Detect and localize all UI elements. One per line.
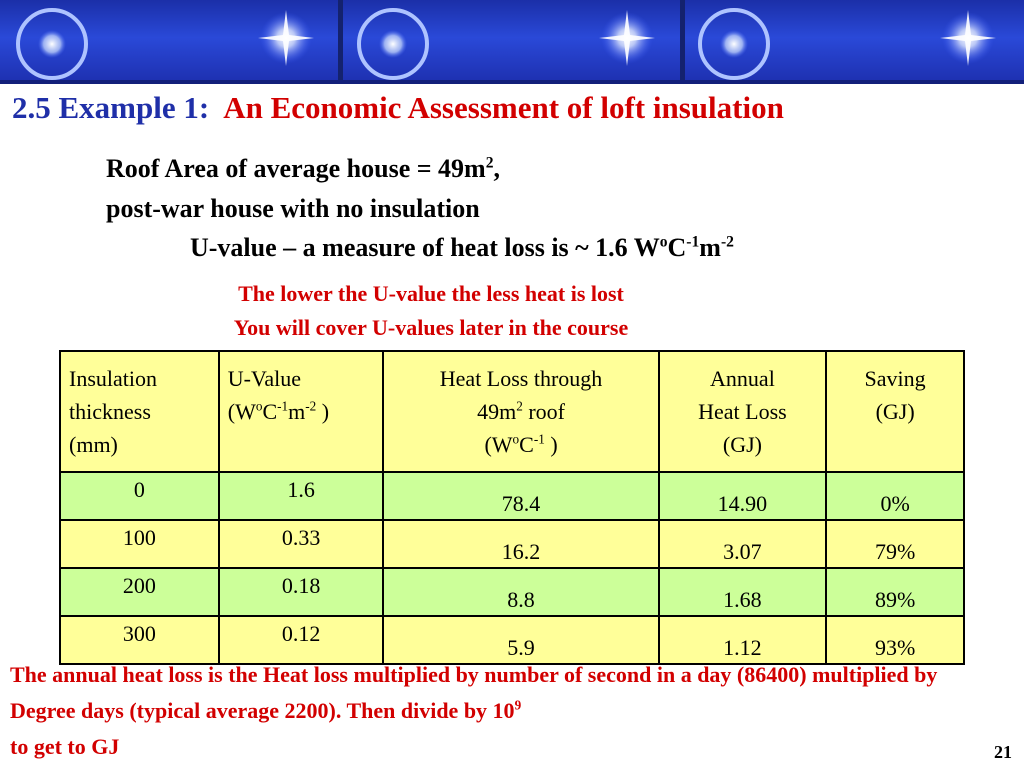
star-flare-icon	[258, 10, 314, 66]
header-text: (GJ)	[722, 432, 762, 457]
header-sup: -1	[277, 398, 289, 414]
roof-area-end: ,	[493, 154, 501, 183]
cell-heat-loss: 5.9	[382, 615, 660, 665]
star-flare-icon	[940, 10, 996, 66]
ring-orb-icon	[698, 8, 770, 80]
header-text: (mm)	[69, 432, 118, 457]
footer-explanation: The annual heat loss is the Heat loss mu…	[10, 657, 1000, 765]
header-banner	[0, 0, 1024, 84]
header-sup: o	[512, 431, 520, 447]
header-text: roof	[522, 399, 565, 424]
header-sup: -1	[533, 431, 545, 447]
header-text: Annual	[710, 366, 775, 391]
u-value-m: m	[699, 233, 721, 262]
header-heat-loss: Heat Loss through 49m2 roof (WoC-1 )	[382, 350, 660, 473]
header-text: m	[288, 399, 306, 424]
header-text: C	[519, 432, 534, 457]
cell-thickness: 100	[59, 519, 220, 569]
table-row: 300 0.12 5.9 1.12 93%	[59, 615, 965, 665]
cell-saving: 79%	[825, 519, 965, 569]
ring-orb-icon	[16, 8, 88, 80]
note-lower-u-value: The lower the U-value the less heat is l…	[238, 281, 624, 306]
cell-annual: 14.90	[657, 471, 828, 521]
note-cover-later: You will cover U-values later in the cou…	[233, 315, 629, 340]
header-u-value: U-Value (WoC-1m-2 )	[217, 350, 385, 473]
u-value-c: C	[667, 233, 687, 262]
header-sup: -2	[305, 398, 317, 414]
cell-u-value: 0.18	[217, 567, 385, 617]
cell-heat-loss: 16.2	[382, 519, 660, 569]
banner-decoration	[16, 0, 996, 84]
header-text: )	[544, 432, 558, 457]
header-text: (W	[227, 399, 256, 424]
cell-saving: 89%	[825, 567, 965, 617]
u-value-sup-m: -2	[720, 233, 734, 251]
table-row: 200 0.18 8.8 1.68 89%	[59, 567, 965, 617]
title-prefix: 2.5 Example 1:	[12, 90, 210, 125]
header-text: thickness	[69, 399, 151, 424]
cell-annual: 1.68	[657, 567, 828, 617]
roof-area-sup: 2	[485, 154, 494, 172]
header-text: (W	[484, 432, 513, 457]
cell-annual: 1.12	[657, 615, 828, 665]
page-number: 21	[994, 742, 1012, 762]
cell-heat-loss: 78.4	[382, 471, 660, 521]
header-saving: Saving (GJ)	[825, 350, 965, 473]
house-type-line: post-war house with no insulation	[106, 194, 480, 223]
header-sup: o	[255, 398, 263, 414]
u-value-line: U-value – a measure of heat loss is ~ 1.…	[190, 233, 734, 263]
table-row: 0 1.6 78.4 14.90 0%	[59, 471, 965, 521]
header-text: 49m	[477, 399, 517, 424]
roof-area-text: Roof Area of average house = 49m	[106, 154, 486, 183]
title-main: An Economic Assessment of loft insulatio…	[223, 90, 784, 125]
cell-heat-loss: 8.8	[382, 567, 660, 617]
header-text: Saving	[864, 366, 926, 391]
roof-area-line: Roof Area of average house = 49m2,	[106, 154, 500, 184]
header-text: Heat Loss through	[439, 366, 603, 391]
header-text: U-Value	[227, 366, 302, 391]
header-text: )	[316, 399, 330, 424]
cell-annual: 3.07	[657, 519, 828, 569]
header-text: Insulation	[69, 366, 157, 391]
header-sup: 2	[516, 398, 523, 414]
header-insulation-thickness: Insulation thickness (mm)	[59, 350, 220, 473]
footer-text: The annual heat loss is the Heat loss mu…	[10, 662, 938, 723]
slide-title: 2.5 Example 1: An Economic Assessment of …	[12, 90, 784, 126]
cell-saving: 0%	[825, 471, 965, 521]
cell-thickness: 300	[59, 615, 220, 665]
ring-orb-icon	[357, 8, 429, 80]
header-text: C	[262, 399, 278, 424]
table-header-row: Insulation thickness (mm) U-Value (WoC-1…	[59, 350, 965, 473]
footer-sup: 9	[514, 697, 522, 713]
star-flare-icon	[599, 10, 655, 66]
header-annual-heat-loss: Annual Heat Loss (GJ)	[657, 350, 828, 473]
u-value-sup-c: -1	[686, 233, 700, 251]
header-text: (GJ)	[875, 399, 915, 424]
cell-thickness: 200	[59, 567, 220, 617]
u-value-sup-degree: o	[659, 233, 668, 251]
cell-u-value: 1.6	[217, 471, 385, 521]
header-text: Heat Loss	[698, 399, 787, 424]
insulation-table: Insulation thickness (mm) U-Value (WoC-1…	[59, 350, 965, 665]
table-row: 100 0.33 16.2 3.07 79%	[59, 519, 965, 569]
cell-u-value: 0.33	[217, 519, 385, 569]
cell-u-value: 0.12	[217, 615, 385, 665]
cell-saving: 93%	[825, 615, 965, 665]
u-value-text: U-value – a measure of heat loss is ~ 1.…	[190, 233, 660, 262]
cell-thickness: 0	[59, 471, 220, 521]
footer-text-end: to get to GJ	[10, 734, 120, 759]
